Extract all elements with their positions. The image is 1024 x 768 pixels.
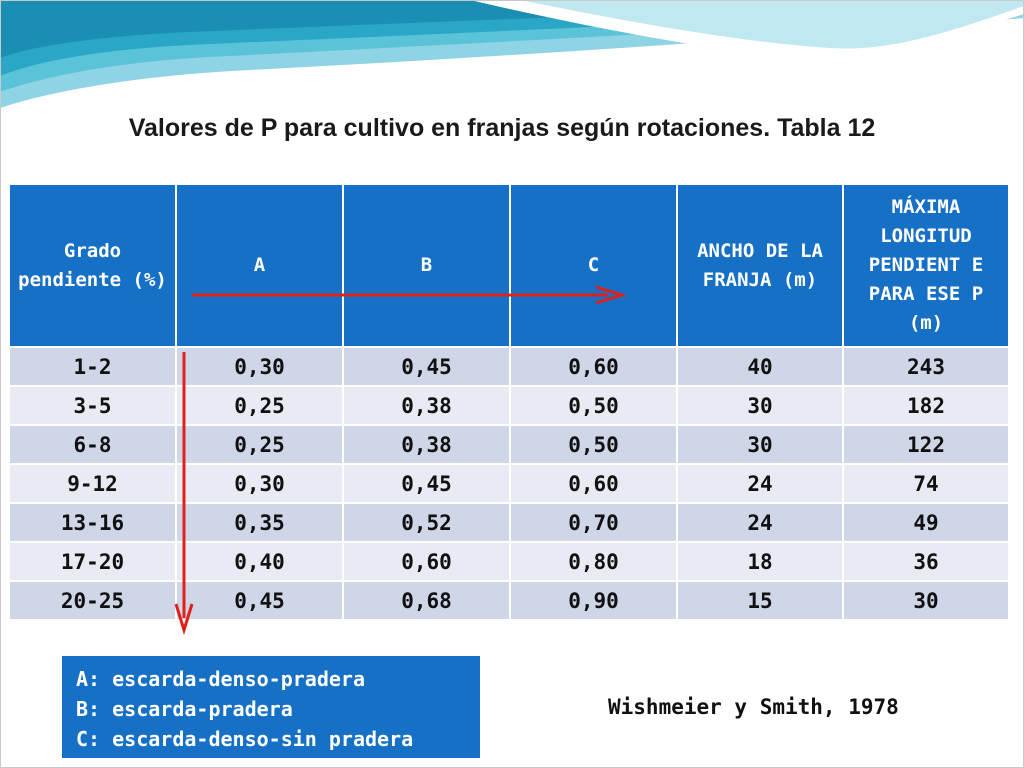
table-row: 13-16 0,35 0,52 0,70 24 49 (8, 502, 1010, 543)
cell-rotation-b: 0,38 (342, 385, 511, 426)
cell-rotation-a: 0,25 (175, 385, 344, 426)
cell-rotation-a: 0,30 (175, 346, 344, 387)
table-row: 1-2 0,30 0,45 0,60 40 243 (8, 346, 1010, 387)
cell-rotation-c: 0,90 (509, 580, 678, 621)
cell-rotation-b: 0,60 (342, 541, 511, 582)
table-row: 6-8 0,25 0,38 0,50 30 122 (8, 424, 1010, 465)
cell-grado-pendiente: 9-12 (8, 463, 177, 504)
cell-rotation-c: 0,80 (509, 541, 678, 582)
header-rotation-a: A (175, 183, 344, 348)
header-ancho-franja: ANCHO DE LA FRANJA (m) (676, 183, 844, 348)
cell-rotation-a: 0,25 (175, 424, 344, 465)
cell-ancho-franja: 18 (676, 541, 844, 582)
header-maxima-longitud: MÁXIMA LONGITUD PENDIENT E PARA ESE P (m… (842, 183, 1010, 348)
cell-rotation-b: 0,38 (342, 424, 511, 465)
header-grado-pendiente: Grado pendiente (%) (8, 183, 177, 348)
table-row: 3-5 0,25 0,38 0,50 30 182 (8, 385, 1010, 426)
header-rotation-c: C (509, 183, 678, 348)
cell-maxima-longitud: 30 (842, 580, 1010, 621)
cell-grado-pendiente: 3-5 (8, 385, 177, 426)
cell-ancho-franja: 24 (676, 463, 844, 504)
cell-rotation-c: 0,70 (509, 502, 678, 543)
p-values-table: Grado pendiente (%) A B C ANCHO DE LA FR… (8, 183, 1010, 621)
cell-grado-pendiente: 17-20 (8, 541, 177, 582)
cell-maxima-longitud: 122 (842, 424, 1010, 465)
table-header-row: Grado pendiente (%) A B C ANCHO DE LA FR… (8, 183, 1010, 348)
cell-ancho-franja: 15 (676, 580, 844, 621)
cell-maxima-longitud: 74 (842, 463, 1010, 504)
cell-ancho-franja: 30 (676, 385, 844, 426)
cell-ancho-franja: 24 (676, 502, 844, 543)
cell-rotation-b: 0,45 (342, 346, 511, 387)
legend-item-c: C: escarda-denso-sin pradera (76, 727, 414, 751)
cell-rotation-a: 0,30 (175, 463, 344, 504)
cell-maxima-longitud: 182 (842, 385, 1010, 426)
cell-grado-pendiente: 20-25 (8, 580, 177, 621)
table-row: 20-25 0,45 0,68 0,90 15 30 (8, 580, 1010, 621)
cell-rotation-c: 0,60 (509, 346, 678, 387)
cell-rotation-b: 0,68 (342, 580, 511, 621)
cell-ancho-franja: 30 (676, 424, 844, 465)
cell-rotation-c: 0,50 (509, 385, 678, 426)
cell-rotation-a: 0,40 (175, 541, 344, 582)
cell-rotation-b: 0,52 (342, 502, 511, 543)
cell-grado-pendiente: 6-8 (8, 424, 177, 465)
cell-rotation-a: 0,45 (175, 580, 344, 621)
cell-maxima-longitud: 36 (842, 541, 1010, 582)
table-row: 17-20 0,40 0,60 0,80 18 36 (8, 541, 1010, 582)
legend-item-a: A: escarda-denso-pradera (76, 667, 365, 691)
cell-rotation-c: 0,60 (509, 463, 678, 504)
source-citation: Wishmeier y Smith, 1978 (608, 695, 899, 719)
cell-maxima-longitud: 49 (842, 502, 1010, 543)
cell-grado-pendiente: 1-2 (8, 346, 177, 387)
slide-title: Valores de P para cultivo en franjas seg… (128, 114, 876, 142)
legend-item-b: B: escarda-pradera (76, 697, 293, 721)
rotation-legend: A: escarda-denso-pradera B: escarda-prad… (62, 656, 480, 758)
cell-rotation-c: 0,50 (509, 424, 678, 465)
header-wave-decoration (0, 0, 1024, 108)
cell-grado-pendiente: 13-16 (8, 502, 177, 543)
cell-rotation-b: 0,45 (342, 463, 511, 504)
cell-rotation-a: 0,35 (175, 502, 344, 543)
cell-maxima-longitud: 243 (842, 346, 1010, 387)
table-row: 9-12 0,30 0,45 0,60 24 74 (8, 463, 1010, 504)
header-rotation-b: B (342, 183, 511, 348)
cell-ancho-franja: 40 (676, 346, 844, 387)
